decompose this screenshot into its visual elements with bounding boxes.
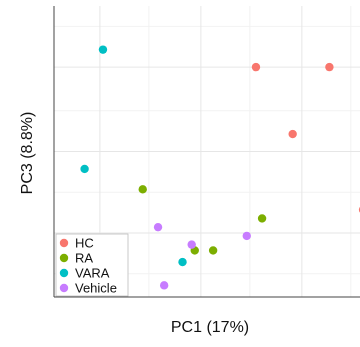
axis-layer bbox=[53, 6, 360, 298]
data-point-vara-2 bbox=[98, 45, 108, 54]
legend-marker-vehicle bbox=[59, 283, 69, 293]
data-point-ra-1 bbox=[138, 185, 147, 194]
data-point-vehicle-2 bbox=[187, 240, 196, 249]
legend-marker-vara bbox=[59, 268, 69, 278]
data-point-ra-2 bbox=[257, 214, 267, 223]
legend-label-vehicle: Vehicle bbox=[75, 281, 117, 296]
legend-marker-ra bbox=[59, 253, 69, 263]
x-axis-label: PC1 (17%) bbox=[171, 319, 249, 336]
data-point-vara-4 bbox=[178, 257, 187, 267]
data-point-ra-4 bbox=[208, 246, 218, 255]
data-point-vehicle-3 bbox=[242, 231, 251, 241]
legend-label-hc: HC bbox=[75, 236, 94, 251]
data-point-hc-1 bbox=[251, 62, 261, 72]
data-point-vehicle-4 bbox=[159, 281, 169, 290]
legend-box bbox=[55, 233, 129, 297]
legend-marker-hc bbox=[59, 238, 69, 248]
y-axis-label: PC3 (8.8%) bbox=[19, 112, 36, 195]
legend-label-vara: VARA bbox=[75, 266, 110, 281]
data-point-hc-2 bbox=[325, 62, 334, 72]
data-point-hc-3 bbox=[288, 129, 297, 139]
data-point-vehicle-1 bbox=[153, 222, 163, 232]
data-point-vara-3 bbox=[80, 164, 89, 174]
legend-label-ra: RA bbox=[75, 251, 93, 266]
